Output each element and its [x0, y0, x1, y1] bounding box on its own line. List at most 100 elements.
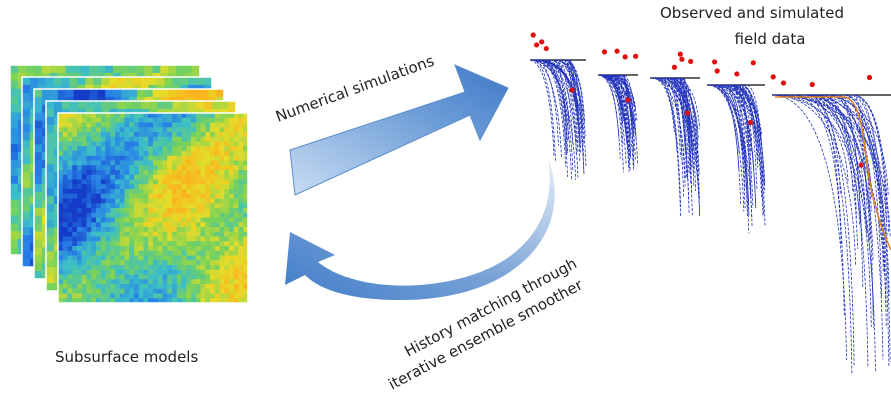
map-cell [208, 89, 216, 97]
map-cell [50, 65, 58, 73]
map-cell [153, 203, 158, 208]
map-cell [191, 208, 196, 213]
map-cell [101, 260, 106, 265]
map-cell [234, 151, 239, 156]
map-cell [101, 251, 106, 256]
map-cell [148, 194, 153, 199]
map-cell [158, 132, 163, 137]
subsurface-models [10, 65, 248, 303]
map-cell [191, 189, 196, 194]
map-cell [191, 203, 196, 208]
map-cell [125, 132, 130, 137]
map-cell [10, 200, 18, 208]
map-cell [167, 270, 172, 275]
map-cell [186, 246, 191, 251]
map-cell [141, 77, 149, 85]
map-cell [229, 194, 234, 199]
map-cell [120, 142, 125, 147]
map-cell [106, 165, 111, 170]
map-cell [82, 118, 87, 123]
map-cell [163, 132, 168, 137]
map-cell [63, 156, 68, 161]
map-cell [72, 227, 77, 232]
map-cell [125, 270, 130, 275]
map-cell [110, 127, 115, 132]
map-cell [220, 132, 225, 137]
map-cell [22, 172, 30, 180]
map-cell [91, 256, 96, 261]
map-cell [148, 222, 153, 227]
map-cell [234, 132, 239, 137]
map-cell [153, 137, 158, 142]
map-cell [172, 194, 177, 199]
map-cell [58, 151, 63, 156]
map-cell [34, 247, 42, 255]
simulated-curve [658, 78, 680, 217]
map-cell [220, 265, 225, 270]
map-cell [72, 246, 77, 251]
map-cell [148, 246, 153, 251]
map-cell [215, 260, 220, 265]
map-cell [177, 260, 182, 265]
map-cell [139, 118, 144, 123]
map-cell [125, 101, 133, 109]
map-cell [172, 151, 177, 156]
map-cell [153, 142, 158, 147]
map-cell [82, 180, 87, 185]
map-cell [144, 270, 149, 275]
map-cell [115, 284, 120, 289]
map-cell [22, 227, 30, 235]
map-cell [10, 89, 18, 97]
map-cell [72, 289, 77, 294]
map-cell [81, 65, 89, 73]
map-cell [182, 237, 187, 242]
map-cell [239, 227, 244, 232]
map-cell [196, 142, 201, 147]
map-cell [72, 194, 77, 199]
map-cell [177, 180, 182, 185]
map-cell [191, 270, 196, 275]
map-cell [139, 246, 144, 251]
map-cell [224, 137, 229, 142]
map-cell [191, 199, 196, 204]
map-cell [110, 165, 115, 170]
map-cell [129, 156, 134, 161]
map-cell [134, 237, 139, 242]
map-cell [158, 279, 163, 284]
map-cell [63, 232, 68, 237]
map-cell [172, 232, 177, 237]
map-cell [234, 256, 239, 261]
map-cell [158, 227, 163, 232]
map-cell [120, 194, 125, 199]
map-cell [58, 222, 63, 227]
map-cell [163, 227, 168, 232]
map-cell [87, 132, 92, 137]
map-cell [87, 180, 92, 185]
map-cell [120, 175, 125, 180]
map-cell [106, 127, 111, 132]
map-cell [215, 180, 220, 185]
map-cell [186, 165, 191, 170]
map-cell [196, 118, 201, 123]
observed-point [625, 97, 630, 102]
map-cell [158, 275, 163, 280]
map-cell [239, 222, 244, 227]
map-cell [167, 284, 172, 289]
map-cell [153, 270, 158, 275]
map-cell [110, 113, 115, 118]
map-cell [106, 161, 111, 166]
map-cell [110, 218, 115, 223]
map-cell [220, 241, 225, 246]
map-cell [58, 199, 63, 204]
map-cell [115, 175, 120, 180]
map-cell [120, 123, 125, 128]
map-cell [46, 244, 54, 252]
map-cell [91, 203, 96, 208]
map-cell [46, 125, 54, 133]
map-cell [113, 89, 121, 97]
map-cell [148, 151, 153, 156]
map-cell [210, 137, 215, 142]
map-cell [144, 275, 149, 280]
map-cell [77, 208, 82, 213]
map-cell [120, 251, 125, 256]
